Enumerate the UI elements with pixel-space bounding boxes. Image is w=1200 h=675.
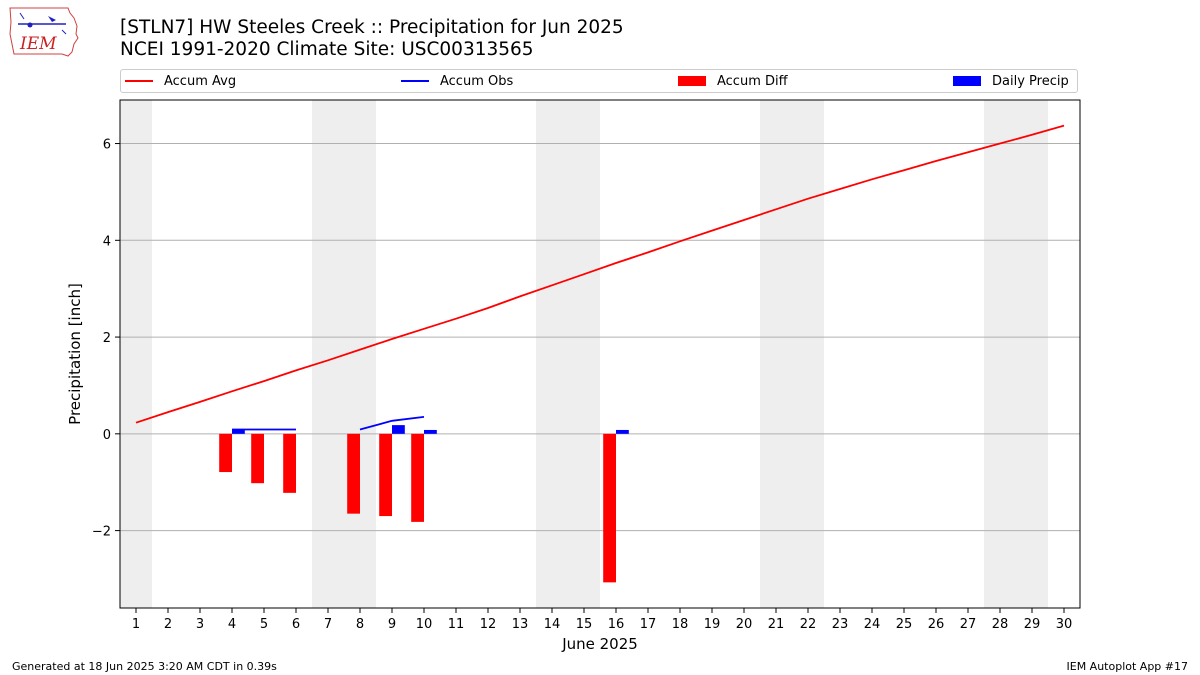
x-tick-label: 26: [928, 617, 945, 632]
legend-swatch-accum-avg: [125, 80, 153, 82]
legend-item-accum-obs: Accum Obs: [401, 70, 513, 92]
weekend-shade: [536, 100, 600, 608]
x-tick-label: 30: [1056, 617, 1073, 632]
accum-obs-line: [232, 416, 425, 431]
y-tick-label: 0: [103, 428, 111, 443]
x-tick-label: 8: [356, 617, 364, 632]
daily-precip-bar: [232, 429, 245, 434]
x-tick-label: 12: [480, 617, 497, 632]
footer-generated: Generated at 18 Jun 2025 3:20 AM CDT in …: [12, 660, 277, 673]
chart-subtitle: NCEI 1991-2020 Climate Site: USC00313565: [120, 39, 534, 60]
accum-diff-bar: [347, 433, 360, 514]
x-tick-label: 21: [768, 617, 785, 632]
x-tick-label: 16: [608, 617, 625, 632]
y-tick-label: 6: [103, 138, 111, 153]
x-tick-label: 27: [960, 617, 977, 632]
x-tick-label: 17: [640, 617, 657, 632]
x-tick-label: 18: [672, 617, 689, 632]
daily-precip-bar: [424, 429, 437, 434]
daily-precip-bar: [392, 425, 405, 434]
accum-diff-bar: [251, 433, 264, 484]
legend-item-accum-avg: Accum Avg: [125, 70, 236, 92]
x-tick-label: 22: [800, 617, 817, 632]
legend-swatch-accum-diff: [678, 76, 706, 86]
accum-diff-bar: [411, 433, 424, 522]
weekend-shade: [312, 100, 376, 608]
plot-frame: [119, 99, 1081, 609]
x-tick-label: 7: [324, 617, 332, 632]
iem-logo: IEM: [9, 7, 79, 57]
footer-app: IEM Autoplot App #17: [1066, 660, 1189, 673]
x-tick-label: 11: [448, 617, 465, 632]
x-tick-label: 1: [132, 617, 140, 632]
y-tick-label: 2: [103, 331, 111, 346]
x-tick-label: 19: [704, 617, 721, 632]
legend-item-accum-diff: Accum Diff: [678, 70, 788, 92]
x-tick-label: 6: [292, 617, 300, 632]
x-tick-label: 15: [576, 617, 593, 632]
legend-swatch-accum-obs: [401, 80, 429, 82]
accum-diff-bar: [603, 433, 616, 583]
legend-label: Daily Precip: [992, 73, 1069, 89]
legend-item-daily-precip: Daily Precip: [953, 70, 1069, 92]
weekend-shade: [984, 100, 1048, 608]
x-tick-label: 24: [864, 617, 881, 632]
x-tick-label: 20: [736, 617, 753, 632]
x-tick-label: 25: [896, 617, 913, 632]
x-tick-label: 28: [992, 617, 1009, 632]
daily-precip-bar: [616, 429, 629, 434]
x-tick-label: 9: [388, 617, 396, 632]
y-axis-label: Precipitation [inch]: [66, 283, 84, 425]
y-tick-label: 4: [103, 234, 111, 249]
x-tick-label: 4: [228, 617, 236, 632]
legend-label: Accum Avg: [164, 73, 237, 89]
x-tick-label: 5: [260, 617, 268, 632]
chart-title: [STLN7] HW Steeles Creek :: Precipitatio…: [120, 17, 624, 38]
legend: Accum Avg Accum Obs Accum Diff Daily Pre…: [120, 69, 1078, 93]
weekend-shade: [760, 100, 824, 608]
y-tick-label: −2: [92, 525, 111, 540]
x-tick-label: 23: [832, 617, 849, 632]
x-tick-label: 2: [164, 617, 172, 632]
x-axis-label: June 2025: [561, 635, 638, 653]
x-tick-label: 29: [1024, 617, 1041, 632]
x-tick-label: 10: [416, 617, 433, 632]
iowa-state-outline-icon: [9, 7, 79, 57]
accum-diff-bar: [379, 433, 392, 517]
accum-avg-line: [135, 124, 1065, 424]
legend-swatch-daily-precip: [953, 76, 981, 86]
logo-text: IEM: [19, 34, 57, 54]
x-tick-label: 3: [196, 617, 204, 632]
legend-label: Accum Obs: [440, 73, 514, 89]
x-tick-label: 14: [544, 617, 561, 632]
legend-label: Accum Diff: [717, 73, 788, 89]
accum-diff-bar: [219, 433, 232, 473]
weekend-shade: [120, 100, 152, 608]
accum-diff-bar: [283, 433, 296, 493]
x-tick-label: 13: [512, 617, 529, 632]
